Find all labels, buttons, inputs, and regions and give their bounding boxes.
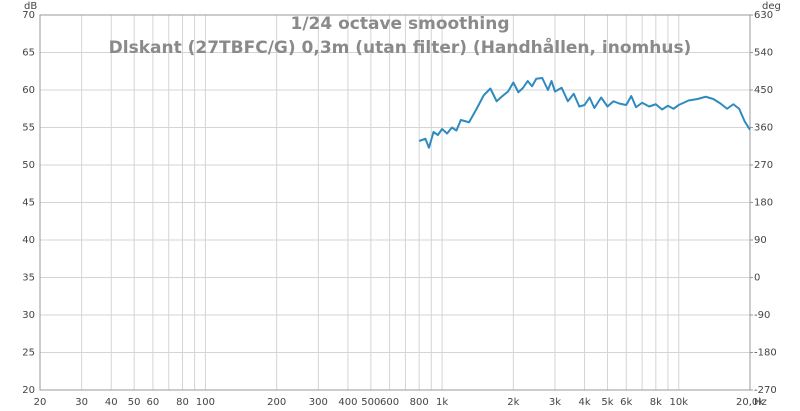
y2-tick-label: 450 [754, 85, 773, 96]
y-tick-label: 25 [22, 348, 35, 359]
x-tick-label: 300 [309, 397, 328, 408]
y2-tick-label: -270 [754, 385, 777, 396]
y2-tick-label: 540 [754, 48, 773, 59]
y-tick-label: 65 [22, 48, 35, 59]
x-tick-label: 40 [105, 397, 118, 408]
y2-tick-label: 180 [754, 198, 773, 209]
x-tick-label: 500 [361, 397, 380, 408]
y-tick-label: 40 [22, 235, 35, 246]
y2-tick-label: 360 [754, 123, 773, 134]
x-tick-label: 400 [338, 397, 357, 408]
x-unit: Hz [754, 397, 767, 408]
x-tick-label: 2k [507, 397, 519, 408]
x-tick-label: 20,0k [736, 397, 764, 408]
x-tick-label: 6k [620, 397, 632, 408]
y2-tick-label: 270 [754, 160, 773, 171]
x-tick-label: 30 [75, 397, 88, 408]
y-tick-label: 60 [22, 85, 35, 96]
y2-tick-label: -90 [754, 310, 770, 321]
x-tick-label: 200 [267, 397, 286, 408]
x-tick-label: 5k [601, 397, 613, 408]
y-tick-label: 20 [22, 385, 35, 396]
x-tick-label: 10k [669, 397, 688, 408]
chart-title: 1/24 octave smoothing [290, 14, 509, 34]
y-unit: dB [24, 1, 37, 12]
response-curve [418, 77, 751, 149]
x-tick-label: 50 [128, 397, 141, 408]
x-tick-label: 8k [650, 397, 662, 408]
x-tick-label: 600 [380, 397, 399, 408]
y2-unit: deg [762, 1, 781, 12]
y-tick-label: 30 [22, 310, 35, 321]
y2-tick-label: 90 [754, 235, 767, 246]
x-tick-label: 800 [410, 397, 429, 408]
x-tick-label: 3k [549, 397, 561, 408]
x-tick-label: 80 [176, 397, 189, 408]
x-tick-label: 60 [147, 397, 160, 408]
y2-tick-label: -180 [754, 348, 777, 359]
y-tick-label: 50 [22, 160, 35, 171]
x-tick-label: 1k [436, 397, 448, 408]
x-tick-label: 4k [578, 397, 590, 408]
x-tick-label: 20 [34, 397, 47, 408]
x-tick-label: 100 [196, 397, 215, 408]
y2-tick-label: 0 [754, 273, 760, 284]
y-tick-label: 45 [22, 198, 35, 209]
chart-subtitle: Dlskant (27TBFC/G) 0,3m (utan filter) (H… [109, 36, 692, 58]
y-tick-label: 70 [22, 10, 35, 21]
y-tick-label: 55 [22, 123, 35, 134]
y2-tick-label: 630 [754, 10, 773, 21]
y-tick-label: 35 [22, 273, 35, 284]
